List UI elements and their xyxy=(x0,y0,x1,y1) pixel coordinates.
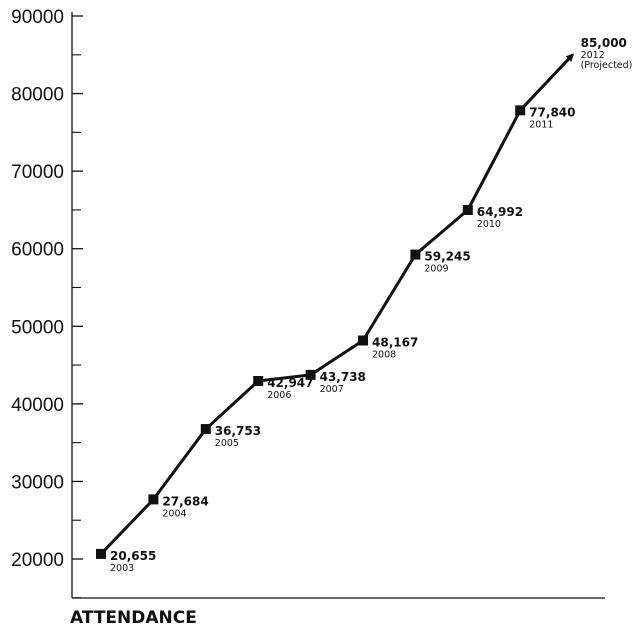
note-label-2012: (Projected) xyxy=(581,60,633,71)
data-point-2004 xyxy=(148,494,158,504)
year-label-2005: 2005 xyxy=(215,438,239,449)
year-label-2009: 2009 xyxy=(424,264,448,275)
year-label-2008: 2008 xyxy=(372,350,396,361)
y-tick-label: 30000 xyxy=(11,472,64,493)
value-label-2006: 42,947 xyxy=(267,376,313,390)
data-point-2011 xyxy=(515,105,525,115)
value-label-2007: 43,738 xyxy=(320,370,366,384)
y-tick-label: 60000 xyxy=(11,240,64,261)
data-point-2008 xyxy=(358,336,368,346)
year-label-2010: 2010 xyxy=(477,219,501,230)
value-label-2008: 48,167 xyxy=(372,336,418,350)
y-tick-label: 50000 xyxy=(11,317,64,338)
projected-segment-arrow xyxy=(520,55,572,111)
y-tick-label: 70000 xyxy=(11,162,64,183)
value-label-2005: 36,753 xyxy=(215,424,261,438)
y-tick-label: 80000 xyxy=(11,85,64,106)
year-label-2006: 2006 xyxy=(267,390,291,401)
data-point-2010 xyxy=(463,205,473,215)
value-label-2009: 59,245 xyxy=(424,250,470,264)
series-line-group xyxy=(101,55,573,554)
data-point-2003 xyxy=(96,549,106,559)
y-tick-label: 90000 xyxy=(11,7,64,28)
y-tick-label: 20000 xyxy=(11,550,64,571)
data-point-2005 xyxy=(201,424,211,434)
value-label-2012: 85,000 xyxy=(581,36,627,50)
year-label-2004: 2004 xyxy=(162,508,186,519)
year-label-2011: 2011 xyxy=(529,119,553,130)
axes: 20000 30000 40000 50000 60000 70000 80000 90000 xyxy=(11,7,605,598)
value-label-2003: 20,655 xyxy=(110,549,156,563)
value-label-2004: 27,684 xyxy=(162,494,208,508)
year-label-2003: 2003 xyxy=(110,563,134,574)
y-tick-label: 40000 xyxy=(11,395,64,416)
data-point-2006 xyxy=(253,376,263,386)
series-line xyxy=(101,110,520,554)
year-label-2007: 2007 xyxy=(320,384,344,395)
value-label-2010: 64,992 xyxy=(477,205,523,219)
x-axis-title: ATTENDANCE xyxy=(70,608,197,628)
value-label-2011: 77,840 xyxy=(529,105,575,119)
data-point-2009 xyxy=(410,250,420,260)
